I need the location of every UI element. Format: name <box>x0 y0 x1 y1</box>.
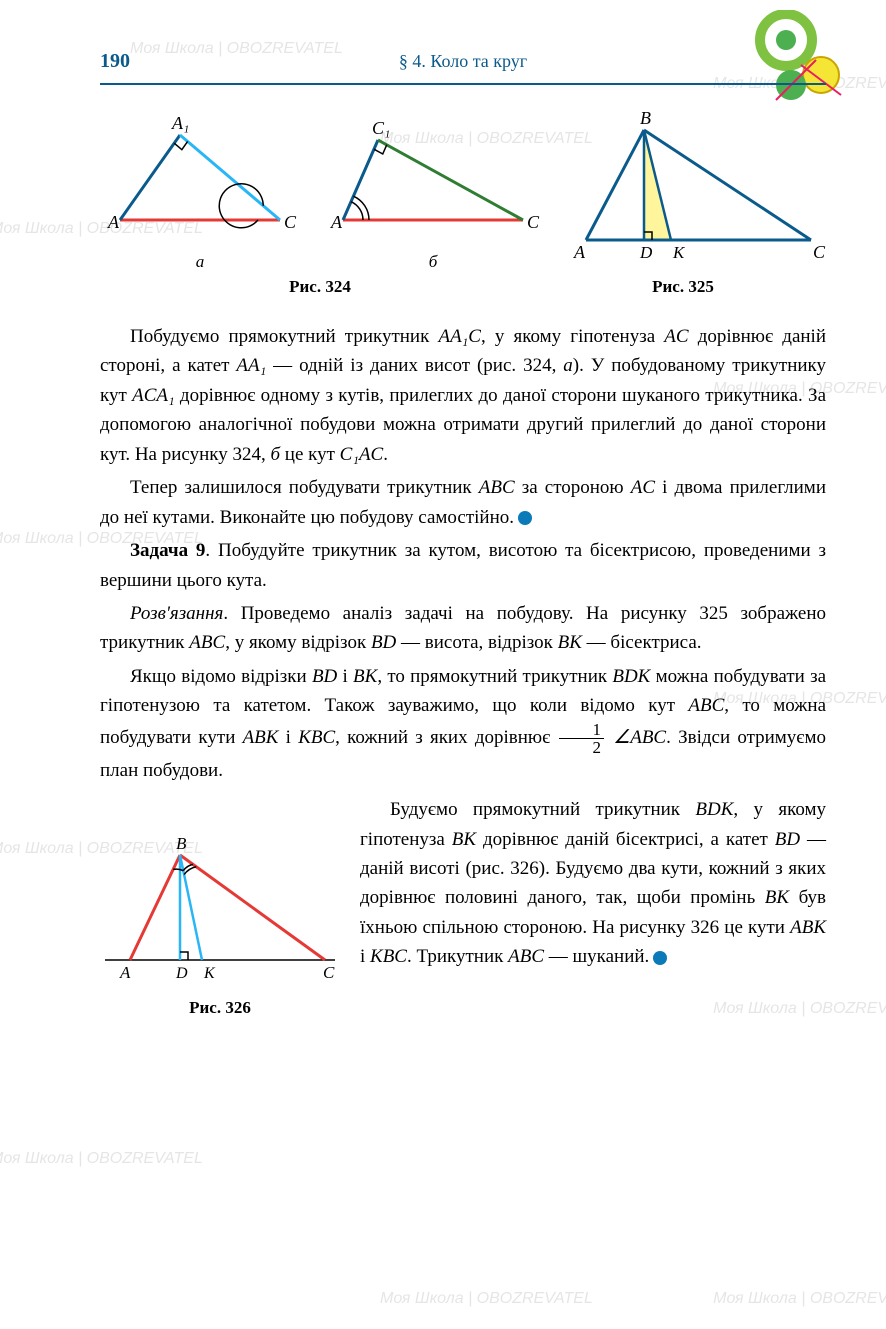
svg-text:C₁: C₁ <box>372 118 390 138</box>
text: Побудуємо прямокутний трикутник <box>130 326 438 347</box>
text: Якщо відомо відрізки <box>130 666 312 687</box>
task-label: Задача 9 <box>130 540 205 561</box>
task-9: Задача 9. Побудуйте трикутник за кутом, … <box>100 536 826 595</box>
page-number: 190 <box>100 50 130 73</box>
end-dot-icon <box>653 951 667 965</box>
text: , кожний з яких дорівнює <box>335 727 557 748</box>
paragraph-1: Побудуємо прямокутний трикутник AA₁C, у … <box>100 322 826 469</box>
text: — висота, відрізок <box>396 632 557 653</box>
text-math: C₁AC <box>340 444 384 465</box>
text: а <box>563 355 573 376</box>
text: . <box>383 444 388 465</box>
figure-326: A B C DK Рис. 326 <box>100 795 340 1018</box>
svg-text:C: C <box>527 212 540 232</box>
page-header: 190 § 4. Коло та круг <box>100 50 826 73</box>
text-math: ABC <box>479 477 515 498</box>
text-math: AC <box>664 326 688 347</box>
text: і <box>360 946 370 967</box>
figure-324a: A A₁ C а <box>100 105 300 272</box>
fraction-den: 2 <box>559 739 604 756</box>
task-text: . Побудуйте трикутник за кутом, висотою … <box>100 540 826 590</box>
svg-text:D: D <box>639 243 653 262</box>
text: за стороною <box>515 477 631 498</box>
svg-text:B: B <box>640 108 651 128</box>
text: — бісектриса. <box>582 632 702 653</box>
text-math: BK <box>558 632 582 653</box>
solution-label: Розв'язання <box>130 603 223 624</box>
text-math: BD <box>775 829 800 850</box>
text: дорівнює одному з кутів, прилеглих до да… <box>100 385 826 465</box>
svg-text:K: K <box>672 243 686 262</box>
text-math: ABC <box>688 695 724 716</box>
svg-text:B: B <box>176 834 187 853</box>
section-title: § 4. Коло та круг <box>399 51 527 72</box>
text-math: ACA₁ <box>132 385 175 406</box>
figure-326-caption: Рис. 326 <box>100 998 340 1018</box>
text: б <box>270 444 280 465</box>
text-math: ABK <box>790 917 826 938</box>
text-math: BK <box>353 666 377 687</box>
figure-captions-row: Рис. 324 Рис. 325 <box>100 277 826 297</box>
paragraph-4: Якщо відомо відрізки BD і BK, то прямоку… <box>100 662 826 785</box>
end-dot-icon <box>518 511 532 525</box>
text: Будуємо прямокутний трикутник <box>390 799 695 820</box>
text-math: ABC <box>508 946 544 967</box>
svg-text:A: A <box>119 963 131 982</box>
header-rule <box>100 83 826 85</box>
svg-text:A₁: A₁ <box>171 113 189 133</box>
text: — одній із даних висот (рис. 324, <box>266 355 563 376</box>
svg-text:C: C <box>813 242 826 262</box>
figure-325: A B C DK <box>566 105 826 272</box>
body-text: Побудуємо прямокутний трикутник AA₁C, у … <box>100 322 826 785</box>
text-math: AA₁ <box>236 355 266 376</box>
text: це кут <box>280 444 340 465</box>
text-math: KBC <box>298 727 335 748</box>
svg-text:A: A <box>107 212 120 232</box>
text-math: ABC <box>189 632 225 653</box>
paragraph-3: Розв'язання. Проведемо аналіз задачі на … <box>100 599 826 658</box>
svg-text:C: C <box>284 212 297 232</box>
figure-324b: A C₁ C б <box>323 105 543 272</box>
text: і <box>337 666 353 687</box>
text: і <box>278 727 298 748</box>
figure-324a-label: а <box>100 252 300 272</box>
svg-text:K: K <box>203 965 216 982</box>
text-math: BK <box>452 829 476 850</box>
text-math: AC <box>631 477 655 498</box>
bottom-section: ABCDK Рис. 326 Будуємо прямокутний трику… <box>100 795 826 1018</box>
text: , у якому гіпотенуза <box>481 326 664 347</box>
text: — шуканий. <box>544 946 649 967</box>
svg-text:A: A <box>573 242 586 262</box>
text: , у якому відрізок <box>225 632 371 653</box>
text-math: AA₁C <box>438 326 481 347</box>
text: Тепер залишилося побудувати трикутник <box>130 477 479 498</box>
svg-text:A: A <box>330 212 343 232</box>
text-math: BD <box>371 632 396 653</box>
figure-324-caption: Рис. 324 <box>289 277 351 296</box>
text-math: ABK <box>243 727 279 748</box>
paragraph-5: Будуємо прямокутний трикутник BDK, у яко… <box>360 795 826 1018</box>
text: , то прямокутний трикутник <box>377 666 612 687</box>
text-math: BK <box>765 887 789 908</box>
paragraph-2: Тепер залишилося побудувати трикутник AB… <box>100 473 826 532</box>
watermark: Моя Школа | OBOZREVATEL <box>380 1290 593 1308</box>
watermark: Моя Школа | OBOZREVATEL <box>0 1150 203 1168</box>
fraction-num: 1 <box>559 721 604 739</box>
figure-325-caption: Рис. 325 <box>652 277 714 296</box>
text: дорівнює даній бісектрисі, а катет <box>476 829 775 850</box>
text-math: KBC <box>370 946 407 967</box>
figure-324b-label: б <box>323 252 543 272</box>
svg-text:C: C <box>323 963 335 982</box>
text-math: ∠ABC <box>613 727 666 748</box>
text: . Трикутник <box>407 946 508 967</box>
svg-text:D: D <box>175 965 188 982</box>
fraction: 12 <box>559 721 604 756</box>
text-math: BDK <box>612 666 650 687</box>
text-math: BD <box>312 666 337 687</box>
figures-row: A A₁ C а A C₁ C б A B C DK <box>100 105 826 272</box>
watermark: Моя Школа | OBOZREVATEL <box>713 1290 886 1308</box>
text-math: BDK <box>695 799 733 820</box>
